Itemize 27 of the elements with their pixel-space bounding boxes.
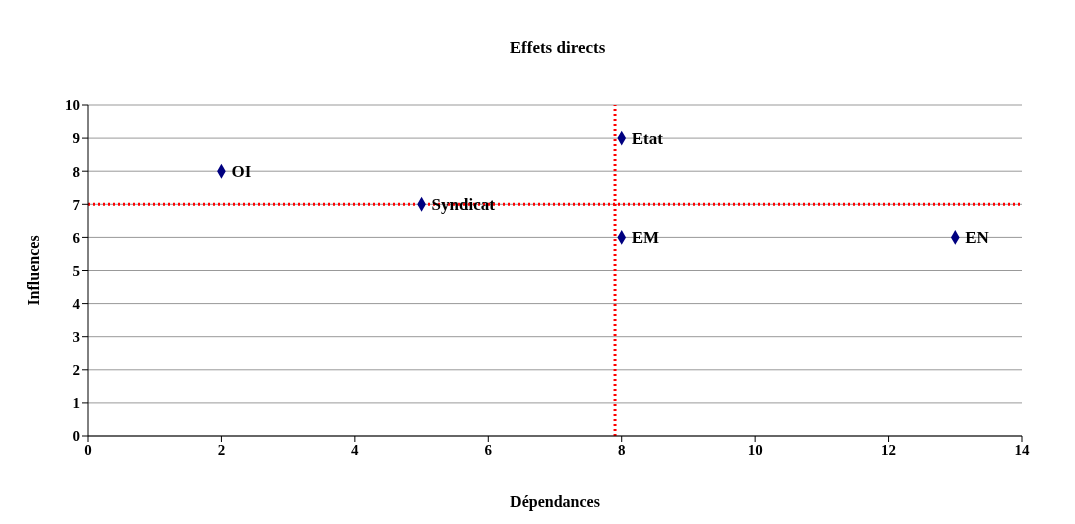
annotation: Syndicat (431, 195, 496, 215)
y-tick-label: 2 (72, 362, 80, 379)
x-axis-title: Dépendances (510, 493, 600, 512)
y-tick-label: 9 (72, 130, 80, 147)
x-tick-label: 14 (1014, 441, 1030, 458)
y-tick-label: 10 (65, 97, 80, 114)
y-tick-label: 3 (72, 329, 80, 346)
x-tick-label: 0 (84, 441, 92, 458)
y-tick-label: 5 (72, 262, 80, 279)
y-tick-label: 6 (72, 229, 81, 246)
chart-title: Effets directs (508, 38, 607, 58)
annotation: Etat (631, 129, 664, 149)
y-tick-label: 8 (72, 163, 80, 180)
x-tick-label: 4 (351, 441, 360, 458)
x-tick-label: 6 (484, 441, 493, 458)
y-tick-label: 4 (72, 295, 81, 312)
y-tick-label: 1 (72, 395, 80, 412)
x-tick-label: 2 (217, 441, 226, 458)
x-tick-label: 10 (747, 441, 763, 458)
y-tick-label: 7 (72, 196, 81, 213)
annotation: EM (631, 228, 660, 248)
y-axis-title: Influences (24, 235, 42, 306)
y-tick-label: 0 (72, 428, 80, 445)
x-tick-label: 12 (881, 441, 897, 458)
annotation: OI (231, 162, 252, 182)
x-tick-label: 8 (617, 441, 626, 458)
annotation: EN (965, 228, 990, 248)
